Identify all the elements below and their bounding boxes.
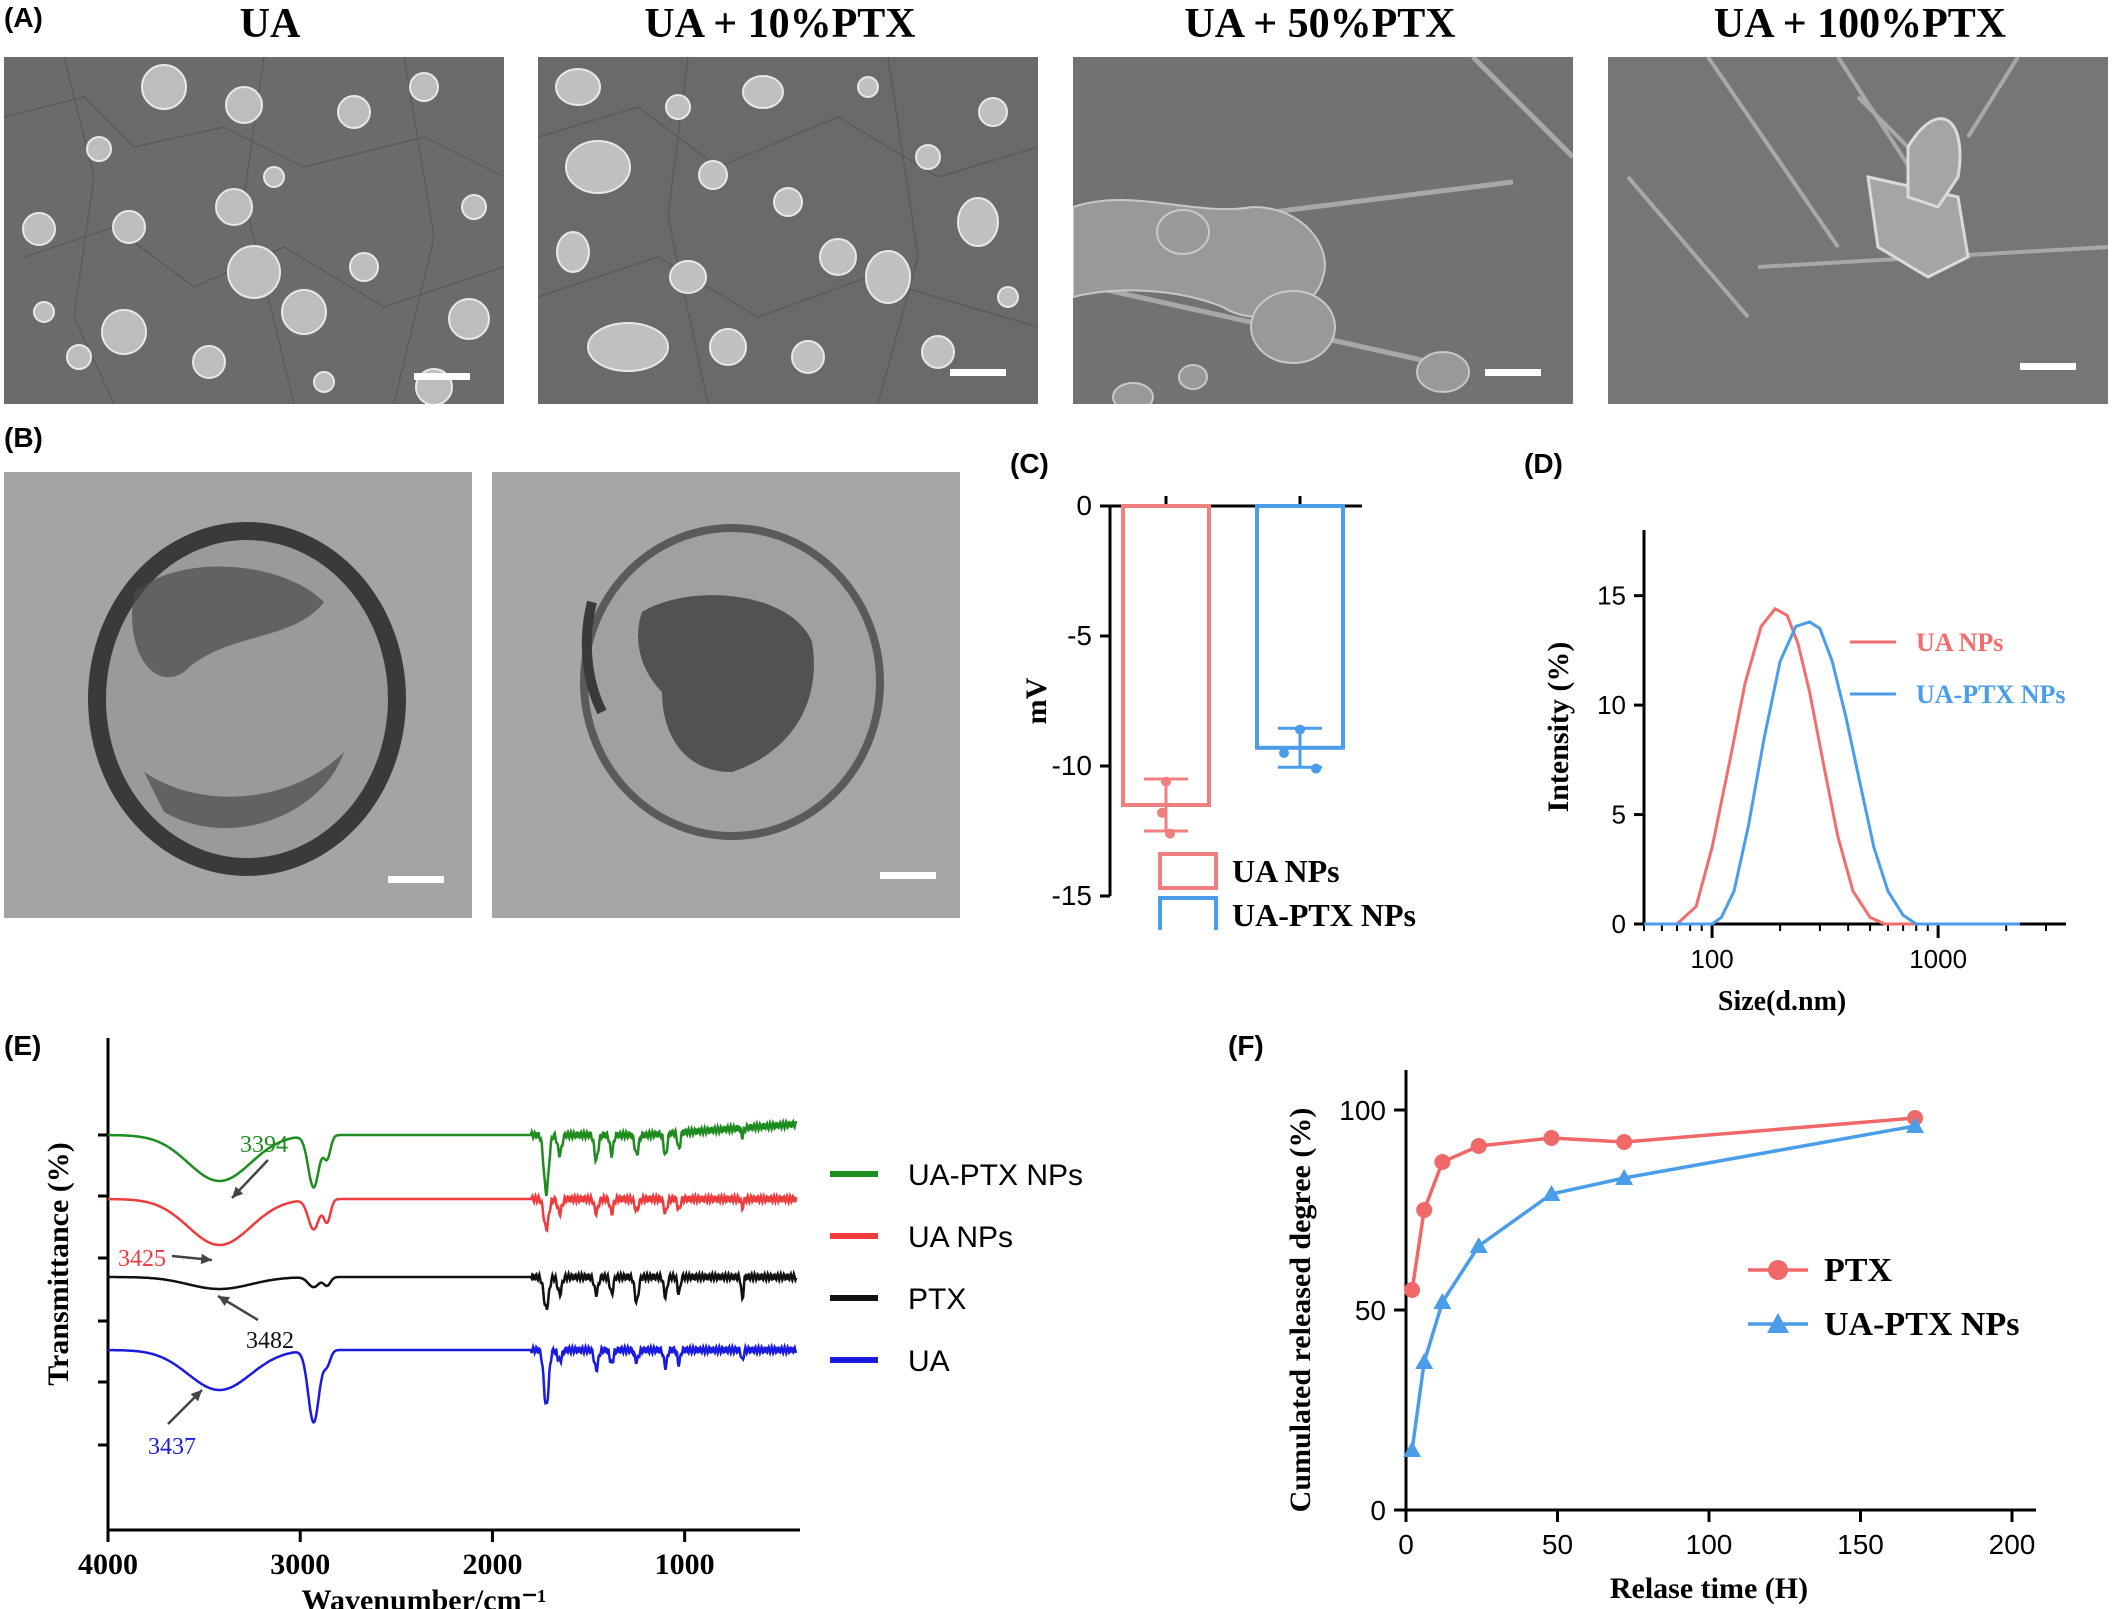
f-data-point bbox=[1416, 1202, 1433, 1218]
f-x-tick-label: 150 bbox=[1837, 1529, 1884, 1560]
e-x-tick-label: 3000 bbox=[270, 1548, 330, 1581]
e-peak-label: 3425 bbox=[118, 1246, 166, 1272]
c-data-point bbox=[1279, 748, 1289, 758]
e-x-axis-label: Wavenumber/cm⁻¹ bbox=[302, 1584, 547, 1609]
d-y-tick-label: 10 bbox=[1597, 690, 1626, 720]
release-chart: 0 50 100 0 50 100 150 200 Relase time (H) Cumulat… bbox=[1284, 1070, 2036, 1605]
c-data-point bbox=[1157, 807, 1167, 818]
tem-image-ua-ptx-nps bbox=[492, 472, 960, 918]
f-x-axis-label: Relase time (H) bbox=[1610, 1572, 1808, 1605]
sem-title-ua-10ptx: UA + 10%PTX bbox=[644, 1, 916, 47]
e-y-axis-label: Transmittance (%) bbox=[42, 1142, 75, 1386]
c-y-axis-label: mV bbox=[1020, 677, 1053, 724]
sem-title-ua-50ptx: UA + 50%PTX bbox=[1184, 1, 1456, 47]
f-data-point bbox=[1616, 1134, 1633, 1150]
d-y-tick-label: 0 bbox=[1612, 909, 1626, 939]
e-legend-label: UA bbox=[908, 1345, 950, 1378]
e-series-line bbox=[108, 1342, 798, 1424]
e-peak-label: 3482 bbox=[246, 1328, 294, 1354]
f-y-axis-label: Cumulated released degree (%) bbox=[1284, 1108, 1317, 1513]
d-series-line bbox=[1644, 620, 2020, 926]
sem-title-ua: UA bbox=[239, 1, 301, 47]
c-data-point bbox=[1311, 763, 1321, 774]
f-legend-label: UA-PTX NPs bbox=[1824, 1306, 2019, 1343]
tem-image-ua-nps bbox=[4, 472, 472, 918]
panel-letter-e: (E) bbox=[4, 1030, 42, 1061]
e-peak-arrowhead bbox=[200, 1253, 212, 1265]
d-y-tick-label: 5 bbox=[1612, 800, 1626, 830]
f-data-point bbox=[1403, 1441, 1422, 1457]
c-y-tick-label: -5 bbox=[1067, 620, 1092, 651]
f-data-point bbox=[1433, 1293, 1452, 1309]
e-legend-label: UA-PTX NPs bbox=[908, 1159, 1083, 1192]
e-x-tick-label: 2000 bbox=[462, 1548, 522, 1581]
sem-title-ua-100ptx: UA + 100%PTX bbox=[1713, 1, 2007, 47]
f-x-tick-label: 200 bbox=[1989, 1529, 2036, 1560]
e-peak-arrowhead bbox=[218, 1296, 230, 1307]
c-legend-swatch bbox=[1158, 852, 1218, 890]
c-y-tick-label: -15 bbox=[1052, 880, 1092, 911]
f-y-tick-label: 50 bbox=[1355, 1295, 1386, 1326]
d-x-axis-label: Size(d.nm) bbox=[1718, 986, 1846, 1017]
d-x-tick-label: 100 bbox=[1690, 944, 1733, 974]
dls-size-chart: 0 5 10 15 100 1000 Size(d.nm) Intensity (%) UA N… bbox=[1542, 530, 2066, 1017]
c-data-point bbox=[1295, 724, 1305, 735]
f-data-point bbox=[1470, 1138, 1487, 1154]
e-series-line bbox=[108, 1269, 798, 1311]
c-y-tick-label: -10 bbox=[1052, 750, 1092, 781]
e-legend-label: PTX bbox=[908, 1283, 966, 1316]
c-y-tick-label: 0 bbox=[1076, 490, 1092, 521]
panel-letter-a: (A) bbox=[4, 2, 43, 33]
d-legend-label: UA-PTX NPs bbox=[1916, 680, 2066, 709]
c-bar bbox=[1255, 504, 1345, 750]
d-x-tick-label: 1000 bbox=[1909, 944, 1967, 974]
e-legend-label: UA NPs bbox=[908, 1221, 1013, 1254]
d-y-axis-label: Intensity (%) bbox=[1542, 642, 1575, 813]
zeta-bar-chart: 0 -5 -10 -15 mV UA NPs UA-PTX NPs bbox=[1020, 490, 1416, 930]
sem-image-ua bbox=[4, 57, 504, 404]
f-legend-marker bbox=[1768, 1260, 1788, 1280]
f-data-point bbox=[1542, 1185, 1561, 1201]
c-legend-swatch bbox=[1158, 896, 1218, 930]
e-peak-label: 3394 bbox=[240, 1132, 288, 1158]
e-peak-arrowhead bbox=[232, 1186, 244, 1198]
f-data-point bbox=[1404, 1282, 1421, 1298]
f-legend-label: PTX bbox=[1824, 1252, 1892, 1289]
f-x-tick-label: 0 bbox=[1398, 1529, 1414, 1560]
f-data-point bbox=[1434, 1154, 1451, 1170]
f-y-tick-label: 0 bbox=[1370, 1495, 1386, 1526]
e-series-line bbox=[108, 1191, 798, 1247]
c-bar bbox=[1121, 504, 1211, 807]
c-legend-label: UA NPs bbox=[1232, 853, 1340, 889]
c-data-point bbox=[1161, 776, 1171, 787]
f-legend-marker bbox=[1767, 1313, 1789, 1333]
sem-image-ua-10ptx bbox=[538, 57, 1038, 404]
panel-letter-b: (B) bbox=[4, 422, 43, 453]
d-y-tick-label: 15 bbox=[1597, 581, 1626, 611]
sem-image-ua-50ptx bbox=[1073, 57, 1573, 404]
e-peak-label: 3437 bbox=[148, 1434, 196, 1460]
f-y-tick-label: 100 bbox=[1339, 1095, 1386, 1126]
panel-letter-d: (D) bbox=[1524, 448, 1563, 479]
e-x-tick-label: 1000 bbox=[655, 1548, 715, 1581]
d-legend-label: UA NPs bbox=[1916, 628, 2003, 657]
panel-letter-c: (C) bbox=[1010, 448, 1049, 479]
f-data-point bbox=[1543, 1130, 1560, 1146]
f-data-point bbox=[1469, 1237, 1488, 1253]
f-x-tick-label: 50 bbox=[1542, 1529, 1573, 1560]
f-data-point bbox=[1415, 1353, 1434, 1369]
c-data-point bbox=[1165, 828, 1175, 839]
e-peak-arrowhead bbox=[190, 1390, 202, 1402]
f-x-tick-label: 100 bbox=[1686, 1529, 1733, 1560]
e-x-tick-label: 4000 bbox=[78, 1548, 138, 1581]
sem-image-ua-100ptx bbox=[1608, 57, 2108, 404]
d-series-line bbox=[1644, 606, 2020, 926]
f-data-point bbox=[1906, 1117, 1925, 1133]
panel-letter-f: (F) bbox=[1228, 1030, 1264, 1061]
c-legend-label: UA-PTX NPs bbox=[1232, 897, 1416, 930]
f-data-point bbox=[1615, 1169, 1634, 1185]
e-series-line bbox=[108, 1117, 798, 1197]
ftir-chart: 4000 3000 2000 1000 Wavenumber/cm⁻¹ Transmitt… bbox=[42, 1038, 1083, 1609]
